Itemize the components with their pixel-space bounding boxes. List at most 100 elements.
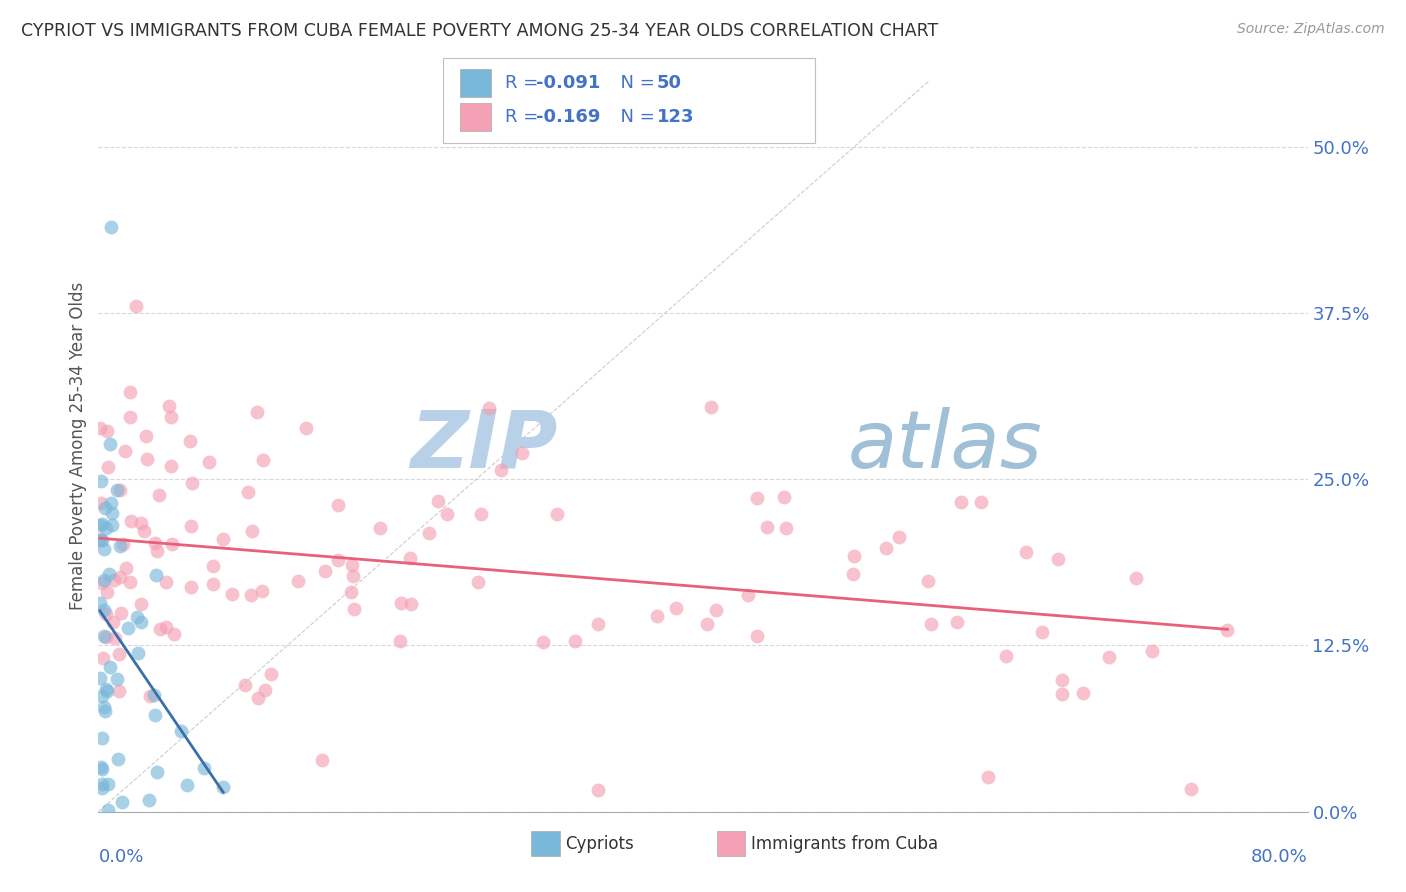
- Point: [143, 536, 166, 550]
- Point: [704, 603, 727, 617]
- Point: [108, 570, 131, 584]
- Point: [94, 630, 117, 644]
- Point: [90, 689, 112, 703]
- Point: [427, 493, 450, 508]
- Point: [131, 516, 153, 530]
- Point: [388, 633, 411, 648]
- Point: [773, 490, 796, 504]
- Point: [970, 495, 993, 509]
- Point: [139, 690, 162, 704]
- Point: [143, 688, 166, 702]
- Point: [212, 533, 235, 547]
- Point: [148, 488, 170, 502]
- Point: [755, 520, 778, 534]
- Text: CYPRIOT VS IMMIGRANTS FROM CUBA FEMALE POVERTY AMONG 25-34 YEAR OLDS CORRELATION: CYPRIOT VS IMMIGRANTS FROM CUBA FEMALE P…: [21, 22, 938, 40]
- Point: [104, 632, 127, 646]
- Text: atlas: atlas: [848, 407, 1043, 485]
- Point: [90, 496, 112, 510]
- Point: [97, 567, 120, 582]
- Point: [107, 752, 129, 766]
- Point: [94, 501, 117, 516]
- Point: [1180, 781, 1202, 796]
- Point: [108, 539, 131, 553]
- Point: [155, 574, 177, 589]
- Point: [920, 617, 942, 632]
- Point: [94, 521, 117, 535]
- Point: [97, 803, 120, 817]
- Point: [1031, 625, 1053, 640]
- Text: Source: ZipAtlas.com: Source: ZipAtlas.com: [1237, 22, 1385, 37]
- Point: [149, 622, 172, 636]
- Point: [1125, 571, 1147, 585]
- Point: [111, 537, 134, 551]
- Point: [91, 731, 114, 745]
- Point: [887, 530, 910, 544]
- Point: [564, 633, 586, 648]
- Point: [586, 616, 609, 631]
- Point: [198, 455, 221, 469]
- Point: [418, 525, 440, 540]
- Point: [157, 399, 180, 413]
- Point: [326, 498, 349, 512]
- Point: [115, 561, 138, 575]
- Point: [531, 635, 554, 649]
- Point: [221, 587, 243, 601]
- Point: [745, 491, 768, 505]
- Point: [93, 602, 115, 616]
- Point: [93, 573, 115, 587]
- Point: [295, 421, 318, 435]
- Point: [159, 459, 181, 474]
- Point: [125, 299, 148, 313]
- Point: [160, 537, 183, 551]
- Point: [89, 532, 111, 546]
- Point: [127, 646, 149, 660]
- Point: [118, 385, 141, 400]
- Point: [470, 507, 492, 521]
- Point: [946, 615, 969, 629]
- Point: [117, 621, 139, 635]
- Point: [89, 596, 111, 610]
- Point: [240, 524, 263, 539]
- Y-axis label: Female Poverty Among 25-34 Year Olds: Female Poverty Among 25-34 Year Olds: [69, 282, 87, 610]
- Point: [100, 506, 122, 520]
- Point: [132, 524, 155, 538]
- Point: [101, 517, 124, 532]
- Point: [239, 588, 262, 602]
- Point: [108, 647, 131, 661]
- Point: [745, 629, 768, 643]
- Point: [260, 666, 283, 681]
- Point: [118, 575, 141, 590]
- Text: 0.0%: 0.0%: [98, 848, 143, 866]
- Point: [328, 553, 350, 567]
- Point: [246, 405, 269, 419]
- Point: [96, 425, 118, 439]
- Point: [252, 453, 274, 467]
- Point: [180, 519, 202, 533]
- Point: [89, 517, 111, 532]
- Text: 50: 50: [657, 74, 682, 92]
- Point: [96, 683, 118, 698]
- Text: 80.0%: 80.0%: [1251, 848, 1308, 866]
- Point: [160, 409, 183, 424]
- Point: [179, 434, 201, 448]
- Point: [103, 574, 125, 588]
- Point: [1140, 644, 1163, 658]
- Point: [212, 780, 235, 795]
- Point: [90, 780, 112, 795]
- Point: [917, 574, 939, 588]
- Point: [146, 764, 169, 779]
- Point: [247, 690, 270, 705]
- Point: [254, 683, 277, 698]
- Point: [93, 700, 115, 714]
- Point: [950, 494, 973, 508]
- Point: [842, 549, 865, 563]
- Point: [287, 574, 309, 589]
- Point: [98, 437, 121, 451]
- Point: [107, 672, 129, 686]
- Point: [105, 483, 128, 498]
- Point: [100, 496, 122, 510]
- Point: [1015, 545, 1038, 559]
- Point: [436, 507, 458, 521]
- Point: [775, 521, 797, 535]
- Point: [314, 564, 336, 578]
